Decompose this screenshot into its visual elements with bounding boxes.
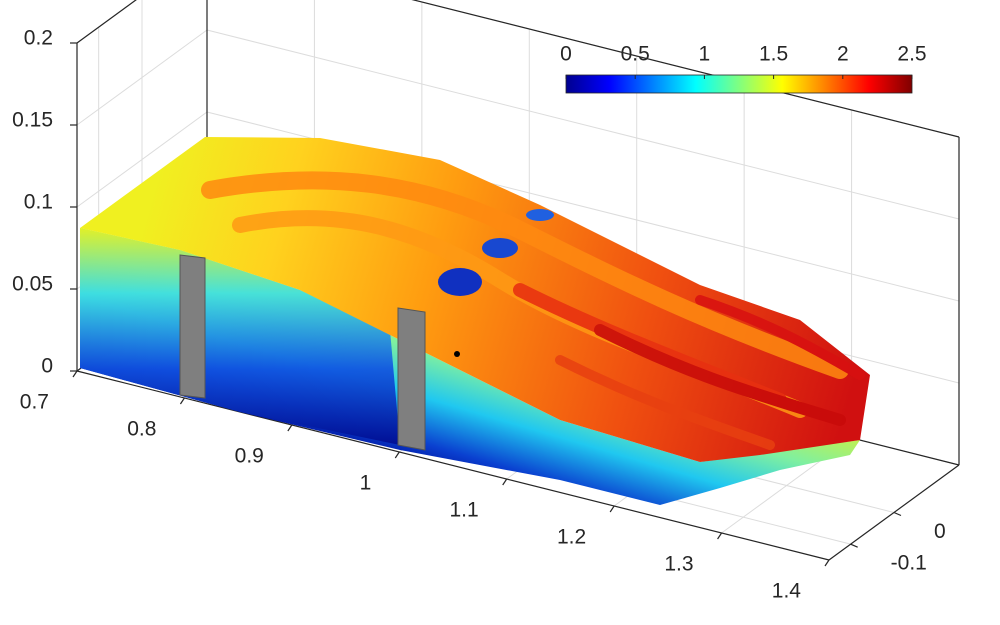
tick-mark [287,424,293,432]
box-edge [76,370,830,561]
fast-streaks [201,171,865,450]
tick-mark [609,505,615,513]
x-tick-label: 1.4 [772,580,802,603]
tick-mark [394,451,400,459]
y-tick-label: 0 [934,520,946,543]
z-tick-label: 0.05 [12,273,53,296]
slow-pocket [526,209,554,221]
tick-mark [850,543,858,548]
slow-pocket [482,238,518,258]
streak [594,324,846,426]
streak [201,171,849,379]
z-tick-label: 0.1 [24,191,53,214]
streak [555,355,775,450]
x-tick-label: 1.1 [450,499,479,522]
colorbar-tick-label: 2 [837,43,849,66]
colorbar-bar [565,74,913,94]
streak [695,295,865,380]
grid-line [206,29,960,220]
colorbar: 0 0.5 1 1.5 2 2.5 [560,43,927,94]
particle-cloud [80,137,870,505]
x-tick-label: 0.9 [235,445,264,468]
tick-labels: 0.7 0.8 0.9 1 1.1 1.2 1.3 1.4 -0.1 0 0 0.05 0.1 0.15 0… [12,27,946,603]
colorbar-tick-label: 1.5 [759,43,788,66]
tick-mark [179,397,185,405]
x-tick-label: 0.8 [127,418,156,441]
box-edge [76,0,137,44]
tick-mark [502,478,508,486]
x-tick-label: 1 [360,472,372,495]
wall [179,254,206,399]
y-tick-label: -0.1 [891,552,927,575]
x-tick-label: 0.7 [20,391,49,414]
colorbar-tick-label: 1 [699,43,711,66]
wall [397,307,426,451]
x-tick-label: 1.2 [557,526,586,549]
grid-line [411,0,960,138]
x-tick-label: 1.3 [664,553,693,576]
colorbar-tick-label: 0 [560,43,572,66]
colorbar-tick-label: 0.5 [621,43,650,66]
box-edge [411,0,960,138]
slow-pocket [438,268,482,296]
z-tick-label: 0.2 [24,27,53,50]
z-tick-label: 0 [41,355,53,378]
colorbar-tick-label: 2.5 [897,43,926,66]
tick-mark [893,511,902,517]
fluid-left [80,228,400,445]
z-tick-label: 0.15 [12,109,53,132]
tick-mark [717,532,723,540]
tick-mark [824,559,830,567]
grid-line [76,111,208,208]
tick-mark [72,370,78,378]
grid-line [76,29,208,126]
particle [454,351,460,357]
